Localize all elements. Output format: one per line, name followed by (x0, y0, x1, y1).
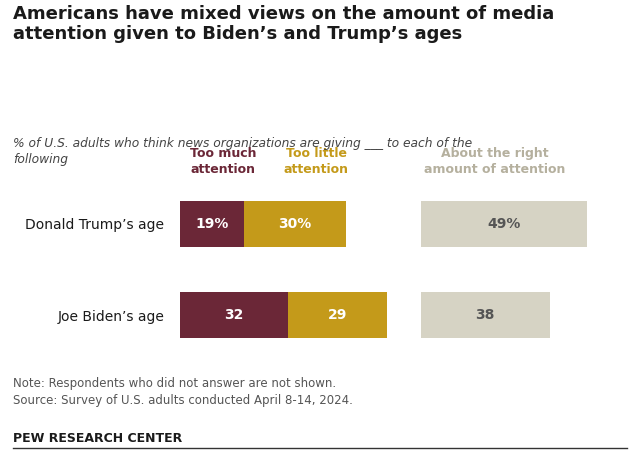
Bar (420, 292, 550, 338)
Text: 29: 29 (328, 308, 347, 322)
Text: Note: Respondents who did not answer are not shown.
Source: Survey of U.S. adult: Note: Respondents who did not answer are… (13, 377, 353, 407)
Text: 38: 38 (476, 308, 495, 322)
Bar (244, 201, 346, 247)
Bar (180, 201, 244, 247)
Text: Too much
attention: Too much attention (189, 148, 256, 176)
Bar (420, 201, 587, 247)
Text: 19%: 19% (195, 217, 228, 231)
Bar (180, 292, 288, 338)
Text: About the right
amount of attention: About the right amount of attention (424, 148, 565, 176)
Text: % of U.S. adults who think news organizations are giving ___ to each of the
foll: % of U.S. adults who think news organiza… (13, 137, 472, 166)
Text: Too little
attention: Too little attention (284, 148, 349, 176)
Text: Americans have mixed views on the amount of media
attention given to Biden’s and: Americans have mixed views on the amount… (13, 5, 554, 43)
Bar (288, 292, 387, 338)
Text: 49%: 49% (487, 217, 520, 231)
Text: 32: 32 (224, 308, 244, 322)
Text: PEW RESEARCH CENTER: PEW RESEARCH CENTER (13, 432, 182, 445)
Text: 30%: 30% (278, 217, 312, 231)
